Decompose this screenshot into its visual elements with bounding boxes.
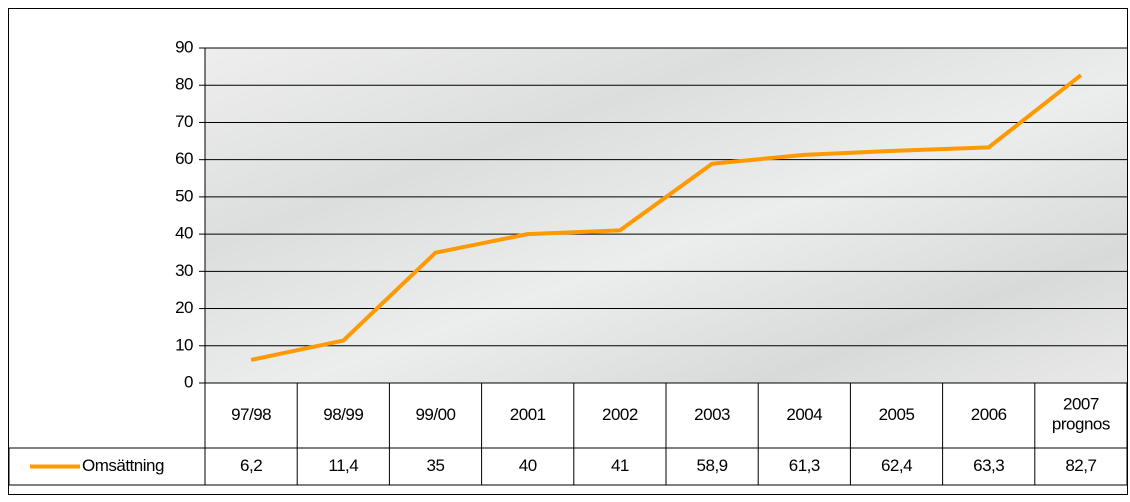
y-tick-label: 0 bbox=[184, 372, 193, 391]
x-tick-label: 2007 prognos bbox=[1052, 395, 1110, 434]
x-tick-label: 2002 bbox=[602, 405, 638, 424]
y-tick-label: 60 bbox=[175, 149, 193, 168]
x-tick-label: 2003 bbox=[694, 405, 730, 424]
x-tick-label: 2006 bbox=[971, 405, 1007, 424]
data-label: 58,9 bbox=[697, 456, 728, 475]
data-label: 35 bbox=[427, 456, 445, 475]
data-label: 6,2 bbox=[240, 456, 262, 475]
plot-area bbox=[205, 48, 1127, 383]
x-tick-label: 2004 bbox=[786, 405, 822, 424]
x-tick-label: 99/00 bbox=[415, 405, 455, 424]
y-tick-label: 90 bbox=[175, 37, 193, 56]
y-tick-label: 50 bbox=[175, 186, 193, 205]
x-tick-label: 97/98 bbox=[231, 405, 271, 424]
x-tick-label: 98/99 bbox=[323, 405, 363, 424]
y-tick-label: 10 bbox=[175, 335, 193, 354]
data-label: 62,4 bbox=[881, 456, 912, 475]
x-tick-label: 2005 bbox=[879, 405, 915, 424]
data-label: 63,3 bbox=[973, 456, 1004, 475]
data-label: 41 bbox=[611, 456, 629, 475]
y-tick-label: 70 bbox=[175, 112, 193, 131]
y-tick-label: 80 bbox=[175, 75, 193, 94]
x-tick-label: 2001 bbox=[510, 405, 546, 424]
y-tick-label: 40 bbox=[175, 224, 193, 243]
y-tick-label: 30 bbox=[175, 261, 193, 280]
y-tick-label: 20 bbox=[175, 298, 193, 317]
data-label: 40 bbox=[519, 456, 537, 475]
series-line bbox=[250, 73, 1083, 362]
data-label: 82,7 bbox=[1065, 456, 1096, 475]
legend-label: Omsättning bbox=[82, 456, 164, 475]
data-label: 11,4 bbox=[328, 456, 358, 475]
data-label: 61,3 bbox=[789, 456, 820, 475]
